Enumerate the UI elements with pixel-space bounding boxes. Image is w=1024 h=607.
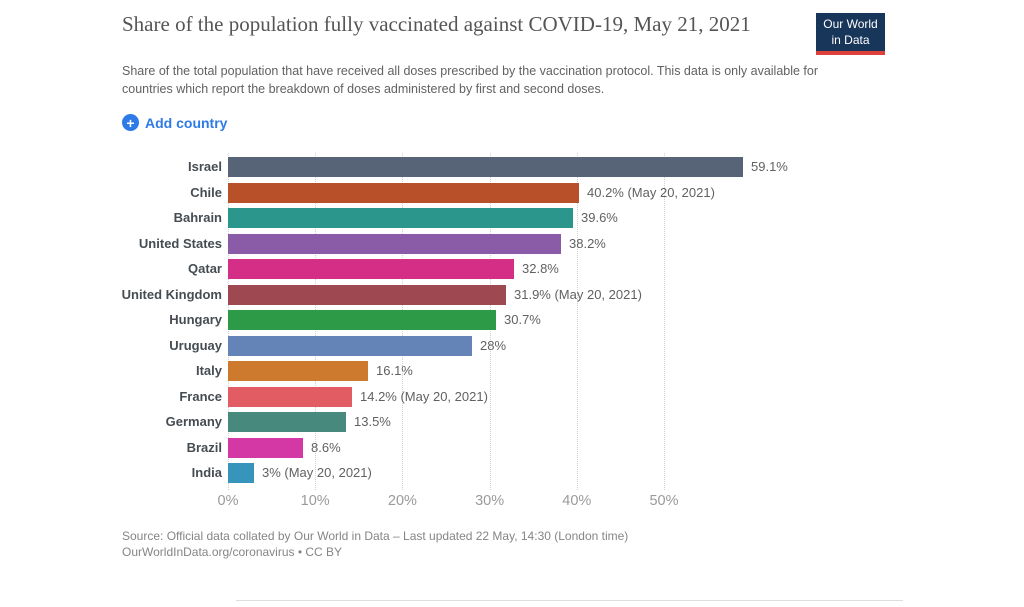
country-label: Chile bbox=[190, 185, 222, 200]
bottom-divider bbox=[236, 600, 903, 601]
bar-row: Italy 16.1% bbox=[0, 361, 1024, 381]
x-axis-tick-label: 50% bbox=[649, 493, 679, 509]
bar[interactable] bbox=[228, 463, 254, 483]
bar-row: Bahrain 39.6% bbox=[0, 208, 1024, 228]
bar[interactable] bbox=[228, 183, 579, 203]
country-label: United States bbox=[138, 236, 222, 251]
chart-subtitle: Share of the total population that have … bbox=[122, 64, 819, 97]
bar[interactable] bbox=[228, 387, 352, 407]
bar-value-label: 32.8% bbox=[522, 261, 559, 276]
bar-value-label: 28% bbox=[480, 338, 507, 353]
bar-row: United States 38.2% bbox=[0, 234, 1024, 254]
x-axis-tick-label: 30% bbox=[475, 493, 505, 509]
bar-value-label: 8.6% bbox=[311, 440, 341, 455]
bar-value-label: 3% (May 20, 2021) bbox=[262, 465, 372, 480]
country-label: India bbox=[191, 465, 222, 480]
bar[interactable] bbox=[228, 285, 506, 305]
bar-value-label: 39.6% bbox=[581, 210, 618, 225]
bar-value-label: 14.2% (May 20, 2021) bbox=[360, 389, 488, 404]
bar-row: France 14.2% (May 20, 2021) bbox=[0, 387, 1024, 407]
bar-value-label: 59.1% bbox=[751, 159, 788, 174]
country-label: Qatar bbox=[188, 261, 222, 276]
bar[interactable] bbox=[228, 259, 514, 279]
bar-row: Uruguay 28% bbox=[0, 336, 1024, 356]
bar[interactable] bbox=[228, 336, 472, 356]
bar-value-label: 30.7% bbox=[504, 312, 541, 327]
owid-logo: Our World in Data bbox=[816, 13, 885, 56]
x-axis-tick-label: 40% bbox=[562, 493, 592, 509]
bar-row: Qatar 32.8% bbox=[0, 259, 1024, 279]
bar[interactable] bbox=[228, 157, 743, 177]
bar-value-label: 38.2% bbox=[569, 236, 606, 251]
bar[interactable] bbox=[228, 412, 346, 432]
plus-circle-icon: + bbox=[122, 114, 139, 131]
bar-value-label: 16.1% bbox=[376, 363, 413, 378]
bar-row: Germany 13.5% bbox=[0, 412, 1024, 432]
bar[interactable] bbox=[228, 310, 496, 330]
source-line1: Source: Official data collated by Our Wo… bbox=[122, 529, 629, 543]
x-axis-tick-label: 0% bbox=[217, 493, 239, 509]
bar-value-label: 13.5% bbox=[354, 414, 391, 429]
bar[interactable] bbox=[228, 208, 573, 228]
country-label: Bahrain bbox=[173, 210, 222, 225]
country-label: Hungary bbox=[169, 312, 222, 327]
add-country-label: Add country bbox=[145, 114, 228, 131]
country-label: France bbox=[179, 389, 222, 404]
source-line2: OurWorldInData.org/coronavirus • CC BY bbox=[122, 544, 343, 559]
bar-value-label: 40.2% (May 20, 2021) bbox=[587, 185, 715, 200]
chart-title: Share of the population fully vaccinated… bbox=[122, 12, 751, 36]
bar-row: Brazil 8.6% bbox=[0, 438, 1024, 458]
owid-logo-line1: Our World bbox=[823, 17, 878, 31]
country-label: Uruguay bbox=[169, 338, 222, 353]
owid-logo-line2: in Data bbox=[831, 32, 870, 47]
bar[interactable] bbox=[228, 234, 561, 254]
bar-row: Chile 40.2% (May 20, 2021) bbox=[0, 183, 1024, 203]
gridline bbox=[576, 153, 578, 490]
source-note: Source: Official data collated by Our Wo… bbox=[122, 529, 822, 560]
bar-row: United Kingdom 31.9% (May 20, 2021) bbox=[0, 285, 1024, 305]
gridline bbox=[664, 153, 665, 490]
country-label: Germany bbox=[165, 414, 222, 429]
timeline-control: Dec 27, 2020 May 21, 2021 bbox=[0, 564, 1024, 598]
bar-value-label: 31.9% (May 20, 2021) bbox=[514, 287, 642, 302]
bar-row: Israel 59.1% bbox=[0, 157, 1024, 177]
x-axis-tick-label: 10% bbox=[300, 493, 330, 509]
country-label: United Kingdom bbox=[121, 287, 222, 302]
country-label: Israel bbox=[188, 159, 222, 174]
bar[interactable] bbox=[228, 438, 303, 458]
x-axis-tick-label: 20% bbox=[387, 493, 417, 509]
bar-row: Hungary 30.7% bbox=[0, 310, 1024, 330]
country-label: Brazil bbox=[186, 440, 222, 455]
country-label: Italy bbox=[195, 363, 222, 378]
bar-row: India 3% (May 20, 2021) bbox=[0, 463, 1024, 483]
bar[interactable] bbox=[228, 361, 368, 381]
add-country-button[interactable]: + Add country bbox=[122, 114, 227, 131]
